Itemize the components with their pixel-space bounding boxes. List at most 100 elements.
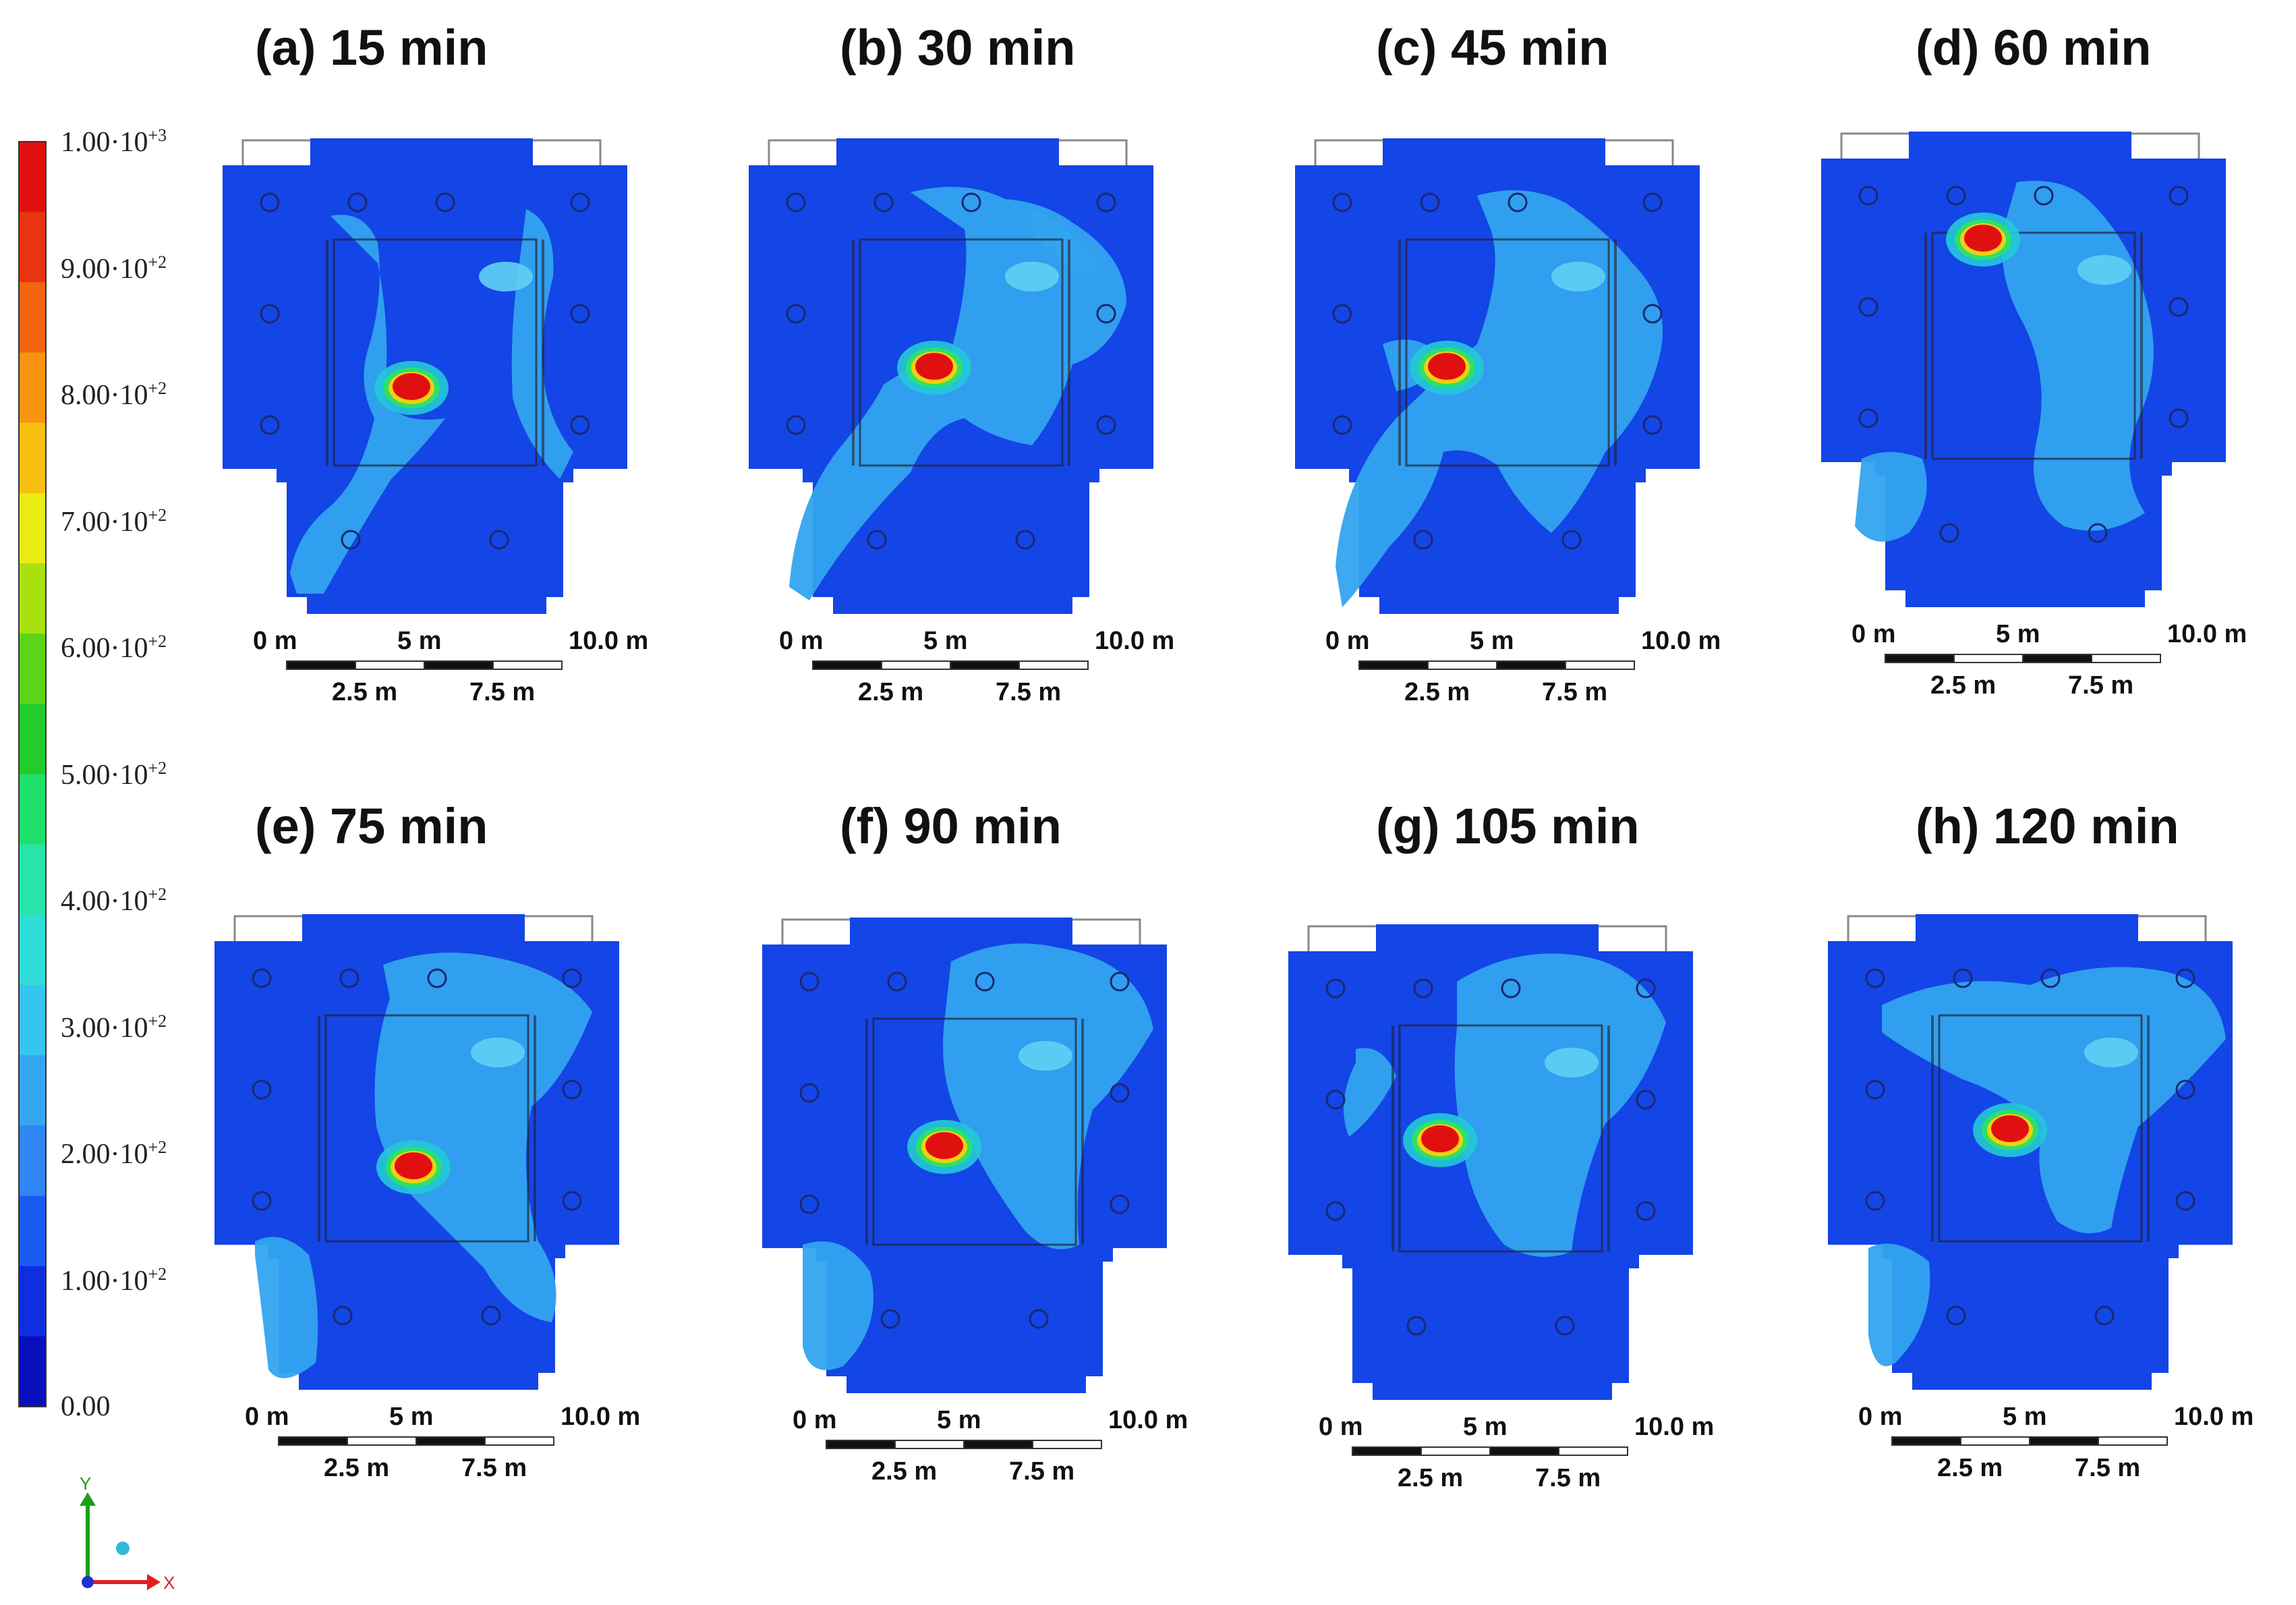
column-marker: [887, 972, 907, 992]
scale-label: 10.0 m: [1641, 627, 1721, 655]
scale-bar-segment: [1352, 1446, 1422, 1456]
scale-bar-segment: [347, 1436, 417, 1446]
room-outline: [859, 238, 1064, 467]
scale-bar-segment: [2091, 654, 2161, 663]
panel-2: 0 m 5 m 10.0 m 2.5 m 7.5 m: [749, 138, 1174, 706]
column-marker: [570, 415, 590, 435]
colorbar-tick-label: 9.00·10+2: [61, 252, 167, 285]
colorbar-segment: [19, 633, 46, 705]
colorbar-segment: [19, 914, 46, 986]
colorbar-segment: [19, 142, 46, 213]
colorbar-tick-label: 4.00·10+2: [61, 884, 167, 917]
column-marker: [1865, 1191, 1885, 1211]
door-frame-left: [1840, 132, 1909, 159]
scale-label: 5 m: [923, 627, 967, 655]
column-marker: [252, 968, 272, 988]
column-marker: [2088, 523, 2108, 543]
door-frame-left: [1847, 915, 1916, 941]
column-marker: [252, 1079, 272, 1100]
scale-bar-segment: [278, 1436, 348, 1446]
column-marker: [1642, 192, 1663, 213]
column-marker: [1642, 415, 1663, 435]
column-marker: [435, 192, 455, 213]
column-marker: [1946, 186, 1966, 206]
scale-bar-segment: [1427, 660, 1497, 670]
scale-bar-segment: [2098, 1436, 2168, 1446]
scale-label: 10.0 m: [569, 627, 648, 655]
plume-region: [1855, 452, 1927, 542]
column-marker: [570, 192, 590, 213]
column-marker: [1858, 186, 1878, 206]
plume-region: [803, 1241, 873, 1370]
scale-bar-segment: [1489, 1446, 1559, 1456]
column-marker: [1642, 304, 1663, 324]
plume-region: [1882, 967, 2226, 1233]
panel-4: 0 m 5 m 10.0 m 2.5 m 7.5 m: [1821, 132, 2247, 700]
panel-8: 0 m 5 m 10.0 m 2.5 m 7.5 m: [1828, 914, 2254, 1482]
colorbar-segment: [19, 704, 46, 775]
scale-label: 2.5 m: [324, 1454, 389, 1482]
plume-core: [471, 1038, 525, 1067]
column-marker: [1561, 530, 1582, 550]
scale-label: 7.5 m: [1542, 678, 1607, 706]
column-marker: [339, 968, 360, 988]
panel-grid: 0 m 5 m 10.0 m 2.5 m 7.5 m 0 m 5 m 10.0 m 2.5 m 7…: [214, 132, 2254, 1492]
colorbar-segment: [19, 563, 46, 635]
colorbar-segment: [19, 985, 46, 1057]
scale-label: 10.0 m: [1108, 1406, 1188, 1434]
scale-label: 5 m: [389, 1403, 433, 1431]
scale-label: 7.5 m: [461, 1454, 527, 1482]
scale-label: 5 m: [1996, 620, 2040, 648]
colorbar-segment: [19, 492, 46, 564]
room-outline: [1405, 238, 1610, 467]
panel-title: (c) 45 min: [1376, 20, 1609, 76]
column-marker: [260, 192, 280, 213]
fire-core: [1421, 1125, 1459, 1152]
column-marker: [562, 968, 582, 988]
scale-bar-segment: [1953, 654, 2024, 663]
colorbar-segment: [19, 774, 46, 845]
scale-label: 5 m: [1470, 627, 1514, 655]
column-marker: [2034, 186, 2054, 206]
door-frame-right: [533, 139, 602, 165]
plume-core: [2077, 255, 2131, 285]
column-marker: [1325, 1201, 1346, 1221]
scale-label: 0 m: [1319, 1413, 1362, 1441]
scale-bar-segment: [1496, 660, 1566, 670]
scale-label: 0 m: [1858, 1403, 1902, 1431]
scale-bar-segment: [424, 660, 494, 670]
door-frame-left: [1307, 925, 1376, 951]
scale-bar-segment: [355, 660, 425, 670]
plume-region: [290, 215, 445, 594]
scale-bar-segment: [286, 660, 356, 670]
colorbar-segment: [19, 844, 46, 916]
scale-label: 2.5 m: [1937, 1454, 2003, 1482]
column-marker: [260, 415, 280, 435]
room-outline: [324, 1014, 529, 1243]
column-marker: [570, 304, 590, 324]
z-axis-dot: [82, 1576, 94, 1588]
plume-region: [255, 1237, 318, 1378]
colorbar-segment: [19, 352, 46, 424]
plume-core: [1551, 262, 1605, 291]
scale-bar-segment: [894, 1440, 965, 1449]
fire-core: [925, 1132, 963, 1159]
panel-5: 0 m 5 m 10.0 m 2.5 m 7.5 m: [214, 914, 640, 1482]
scale-label: 7.5 m: [996, 678, 1061, 706]
column-marker: [489, 530, 509, 550]
scale-bar-segment: [1558, 1446, 1628, 1456]
view-dot: [116, 1542, 130, 1555]
plume-region: [1032, 209, 1099, 273]
column-marker: [2094, 1305, 2115, 1326]
colorbar-tick-label: 1.00·10+2: [61, 1264, 167, 1297]
column-marker: [1096, 304, 1116, 324]
door-frame-right: [2131, 132, 2200, 159]
column-marker: [1110, 972, 1130, 992]
column-marker: [427, 968, 447, 988]
column-marker: [799, 1083, 820, 1103]
scale-bar-segment: [1420, 1446, 1491, 1456]
column-marker: [1555, 1316, 1575, 1336]
scale-label: 7.5 m: [1535, 1464, 1601, 1492]
fire-core: [1428, 353, 1466, 380]
scale-bar-segment: [881, 660, 951, 670]
